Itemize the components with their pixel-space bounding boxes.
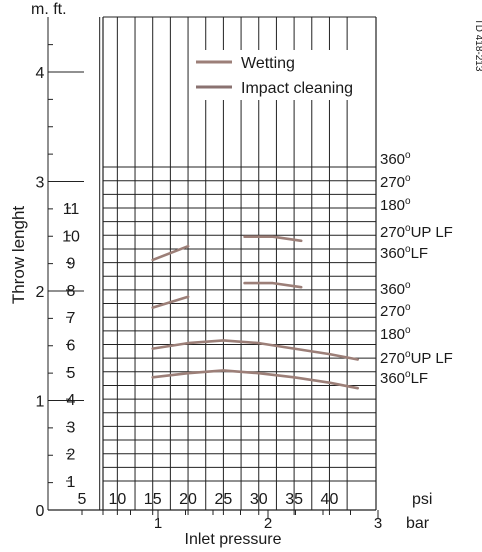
legend-box (190, 50, 374, 100)
curve-line (243, 281, 303, 289)
rotation-label: 360oLF (380, 244, 428, 262)
y-ft-tick-label: 1 (67, 474, 76, 491)
y-m-tick-label: 2 (36, 284, 45, 301)
x-bar-tick-label: 3 (374, 515, 382, 532)
x-psi-tick-label: 30 (250, 491, 268, 508)
chart-labels: 0 1 2 3 4 1 2 3 4 5 6 7 8 9 10 11 5 10 15 20 25 30 35 40 1 2 3 m. f… (9, 1, 482, 548)
chart-curves (151, 235, 359, 390)
x-psi-tick-label: 40 (321, 491, 339, 508)
y-ft-tick-label: 6 (67, 338, 76, 355)
curve-line (151, 244, 190, 262)
curve-line (151, 369, 359, 390)
y-ft-tick-label: 2 (67, 447, 76, 464)
y-m-tick-label: 0 (36, 503, 45, 520)
rotation-label: 180o (380, 325, 411, 343)
rotation-label: 270o (380, 302, 411, 320)
rotation-label: 270oUP LF (380, 349, 453, 367)
rotation-label: 360o (380, 150, 411, 168)
legend-label: Impact cleaning (241, 80, 353, 97)
y-m-tick-label: 1 (36, 394, 45, 411)
x-bar-unit: bar (406, 515, 430, 532)
y-unit-label: m. ft. (31, 1, 67, 18)
rotation-label: 270o (380, 173, 411, 191)
curve-line (151, 295, 190, 309)
rotation-label: 360o (380, 280, 411, 298)
y-ft-tick-label: 8 (67, 283, 76, 300)
chart-legend: Wetting Impact cleaning (190, 50, 374, 100)
x-psi-tick-label: 20 (179, 491, 197, 508)
x-psi-tick-label: 25 (215, 491, 233, 508)
y-axis-label: Throw lenght (9, 206, 28, 305)
rotation-label: 360oLF (380, 369, 428, 387)
legend-label: Wetting (241, 55, 295, 72)
x-psi-tick-label: 15 (144, 491, 162, 508)
y-ft-tick-label: 11 (63, 201, 80, 218)
y-ft-tick-label: 7 (67, 310, 76, 327)
x-bar-tick-label: 1 (154, 515, 162, 532)
x-psi-tick-label: 35 (285, 491, 303, 508)
rotation-label: 180o (380, 196, 411, 214)
y-m-tick-label: 3 (36, 175, 45, 192)
x-psi-tick-label: 5 (78, 491, 87, 508)
curve-line (243, 235, 303, 243)
rotation-label: 270oUP LF (380, 223, 453, 241)
curve-line (151, 339, 359, 361)
chart-axes (47, 17, 379, 518)
y-ft-tick-label: 5 (67, 365, 76, 382)
y-ft-tick-label: 10 (62, 228, 80, 245)
y-ft-tick-label: 4 (67, 392, 76, 409)
chart-grid (99, 16, 377, 510)
x-psi-tick-label: 10 (108, 491, 126, 508)
doc-code: TD 418-213 (473, 19, 482, 72)
x-axis-label: Inlet pressure (185, 531, 282, 548)
x-psi-unit: psi (412, 491, 432, 508)
y-ft-tick-label: 9 (67, 256, 76, 273)
y-m-tick-label: 4 (36, 65, 45, 82)
y-ft-tick-label: 3 (67, 419, 76, 436)
x-bar-tick-label: 2 (264, 515, 272, 532)
